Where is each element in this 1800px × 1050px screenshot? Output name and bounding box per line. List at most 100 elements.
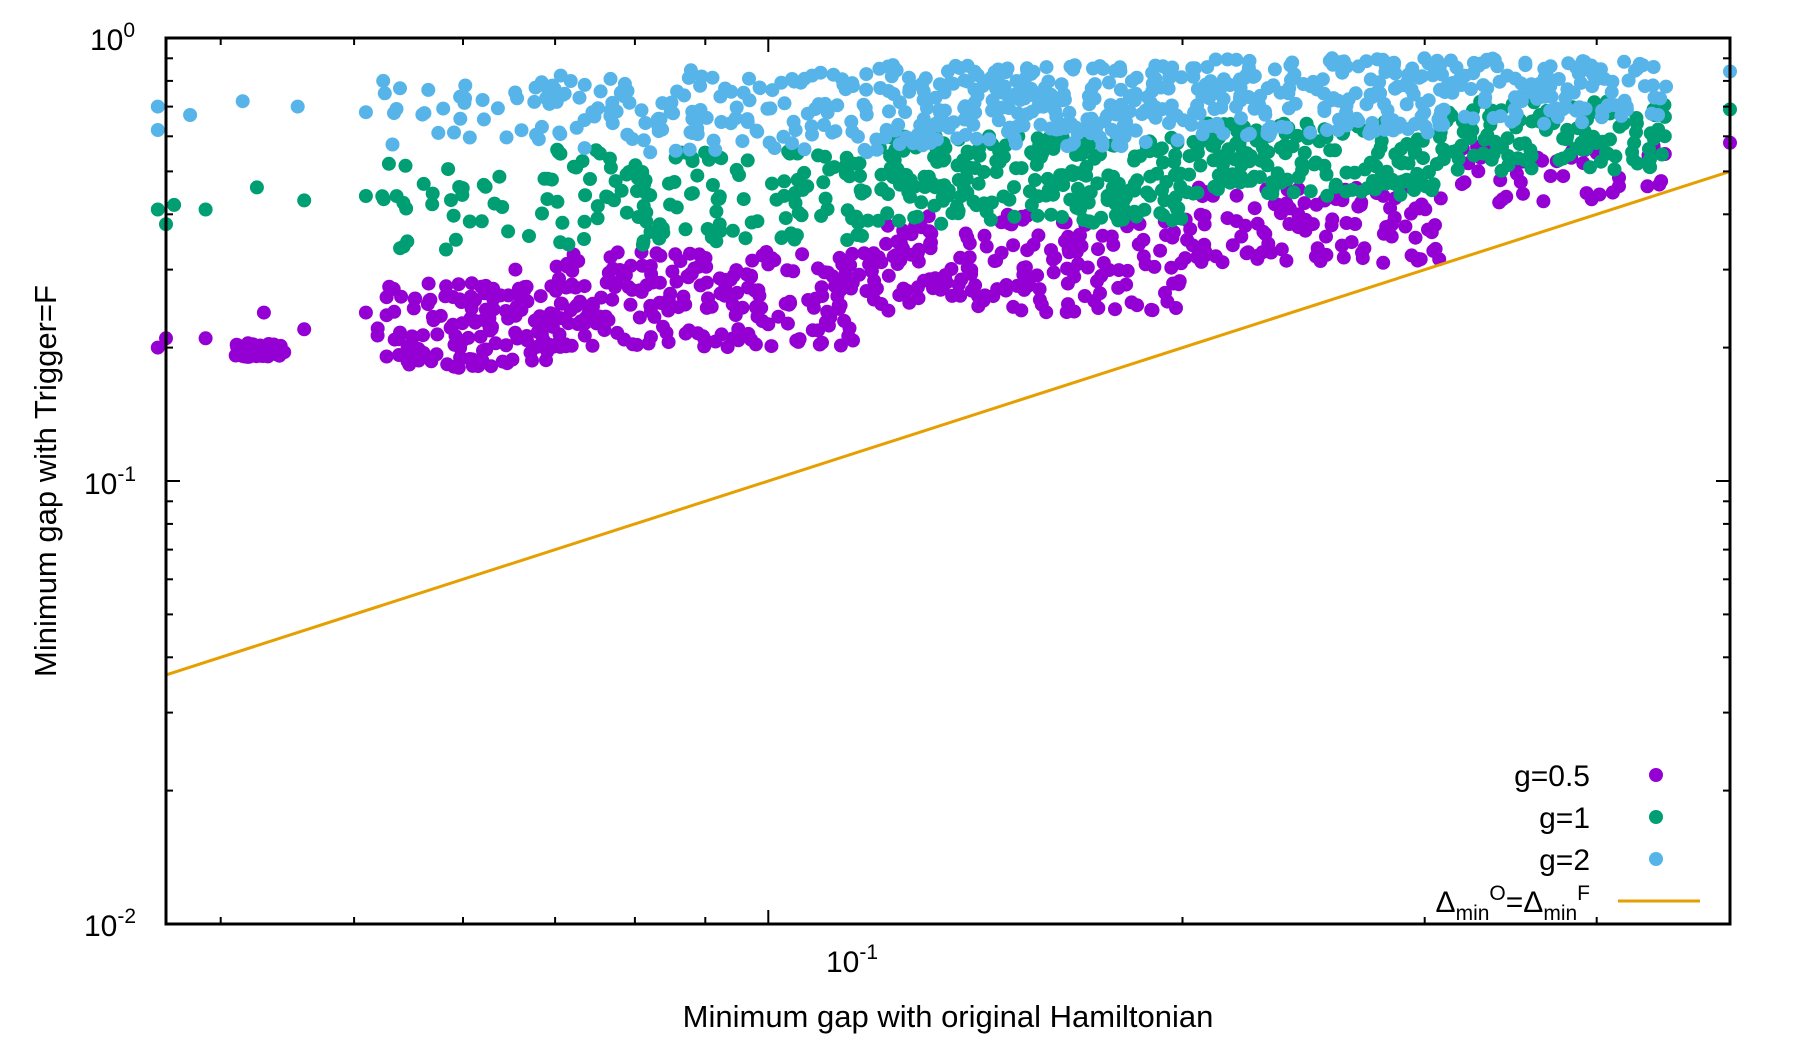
scatter-point-g05 (1160, 294, 1175, 309)
scatter-point-g1 (800, 179, 815, 194)
scatter-point-g05 (581, 306, 596, 321)
scatter-point-g1 (1391, 175, 1406, 190)
scatter-point-g2 (693, 78, 708, 93)
scatter-point-g05 (476, 313, 491, 327)
scatter-point-g2 (682, 142, 697, 157)
scatter-point-g05 (730, 285, 745, 300)
scatter-point-g05 (968, 278, 983, 293)
scatter-point-g2 (1325, 51, 1340, 66)
scatter-point-g2 (859, 82, 874, 97)
scatter-point-g2 (634, 103, 649, 118)
scatter-point-g2 (1216, 92, 1231, 106)
scatter-point-g2 (150, 99, 165, 114)
scatter-point-g2 (777, 96, 792, 111)
scatter-point-g1 (712, 191, 727, 206)
scatter-point-g05 (198, 331, 213, 346)
scatter-point-g2 (937, 103, 952, 118)
scatter-point-g1 (700, 222, 715, 236)
scatter-point-g05 (531, 315, 546, 330)
scatter-point-g1 (891, 213, 906, 228)
scatter-point-g05 (976, 293, 991, 308)
scatter-point-g2 (948, 58, 963, 73)
y-tick-label-bottom: 10-2 (84, 905, 136, 943)
scatter-point-g05 (818, 315, 833, 329)
scatter-point-g05 (713, 286, 728, 301)
scatter-point-g05 (533, 289, 548, 304)
scatter-point-g2 (393, 81, 407, 96)
scatter-point-g2 (1096, 61, 1111, 76)
scatter-point-g1 (492, 169, 507, 184)
scatter-point-g1 (725, 223, 740, 238)
scatter-point-g05 (945, 288, 960, 303)
scatter-point-g1 (736, 192, 751, 207)
scatter-point-g05 (1291, 220, 1306, 235)
scatter-point-g2 (1165, 68, 1180, 83)
scatter-point-g2 (569, 120, 584, 135)
scatter-point-g2 (389, 102, 404, 116)
legend-label-g1: g=1 (1539, 802, 1590, 835)
scatter-point-g2 (805, 127, 819, 142)
scatter-point-g2 (915, 76, 930, 91)
scatter-point-g1 (1081, 195, 1096, 210)
scatter-point-g2 (1420, 125, 1435, 140)
scatter-point-g2 (1082, 97, 1097, 112)
scatter-point-g05 (1091, 242, 1105, 257)
scatter-point-g05 (1408, 230, 1423, 245)
scatter-point-g1 (1599, 145, 1614, 160)
scatter-point-g05 (621, 280, 636, 294)
scatter-point-g05 (1311, 243, 1326, 258)
scatter-point-g1 (1007, 209, 1022, 224)
scatter-point-g05 (1032, 292, 1047, 307)
scatter-point-g2 (1645, 78, 1660, 93)
scatter-point-g05 (1344, 235, 1359, 250)
scatter-point-g05 (564, 338, 579, 353)
scatter-point-g2 (1476, 78, 1491, 93)
scatter-point-g2 (729, 100, 744, 115)
scatter-point-g2 (857, 142, 872, 157)
scatter-point-g2 (1241, 60, 1256, 75)
scatter-point-g1 (1463, 131, 1478, 145)
scatter-point-g2 (797, 142, 812, 157)
scatter-point-g1 (930, 154, 945, 169)
scatter-point-g05 (476, 343, 490, 358)
scatter-point-g1 (1265, 182, 1280, 197)
scatter-point-g1 (1211, 168, 1226, 183)
scatter-point-g2 (705, 70, 720, 85)
scatter-point-g2 (1572, 100, 1587, 115)
scatter-point-g2 (1535, 79, 1550, 94)
scatter-point-g05 (1376, 255, 1391, 270)
scatter-point-g2 (1084, 111, 1099, 126)
scatter-point-g2 (534, 119, 549, 134)
scatter-point-g2 (1588, 72, 1603, 87)
scatter-point-g1 (487, 196, 502, 211)
scatter-point-g1 (855, 228, 869, 243)
scatter-point-g05 (1279, 253, 1294, 268)
scatter-point-g2 (1493, 109, 1508, 124)
scatter-point-g1 (789, 228, 804, 243)
scatter-point-g1 (1028, 173, 1042, 187)
scatter-point-g05 (438, 289, 453, 304)
scatter-point-g1 (989, 165, 1004, 180)
scatter-point-g2 (1039, 60, 1054, 75)
scatter-point-g1 (652, 217, 667, 232)
scatter-point-g05 (610, 325, 625, 340)
legend: g=0.5 g=1 g=2 ΔminO=ΔminF (1436, 760, 1700, 925)
scatter-point-g1 (444, 193, 458, 208)
scatter-point-g2 (1263, 124, 1278, 139)
scatter-point-g2 (957, 112, 972, 127)
scatter-point-g1 (578, 188, 593, 203)
scatter-point-g05 (1021, 270, 1035, 285)
x-tick-label: 10-1 (826, 941, 878, 979)
scatter-point-g1 (1625, 145, 1640, 160)
scatter-point-g05 (1492, 195, 1507, 210)
scatter-point-g2 (620, 127, 635, 142)
scatter-point-g2 (1399, 97, 1414, 112)
scatter-point-g2 (1233, 111, 1248, 126)
scatter-point-g2 (1273, 85, 1288, 100)
scatter-point-g2 (740, 112, 755, 127)
scatter-point-g2 (1216, 126, 1231, 141)
scatter-point-g05 (893, 235, 908, 249)
scatter-point-g2 (690, 127, 705, 142)
scatter-point-g1 (550, 142, 565, 157)
scatter-point-g2 (906, 136, 921, 151)
